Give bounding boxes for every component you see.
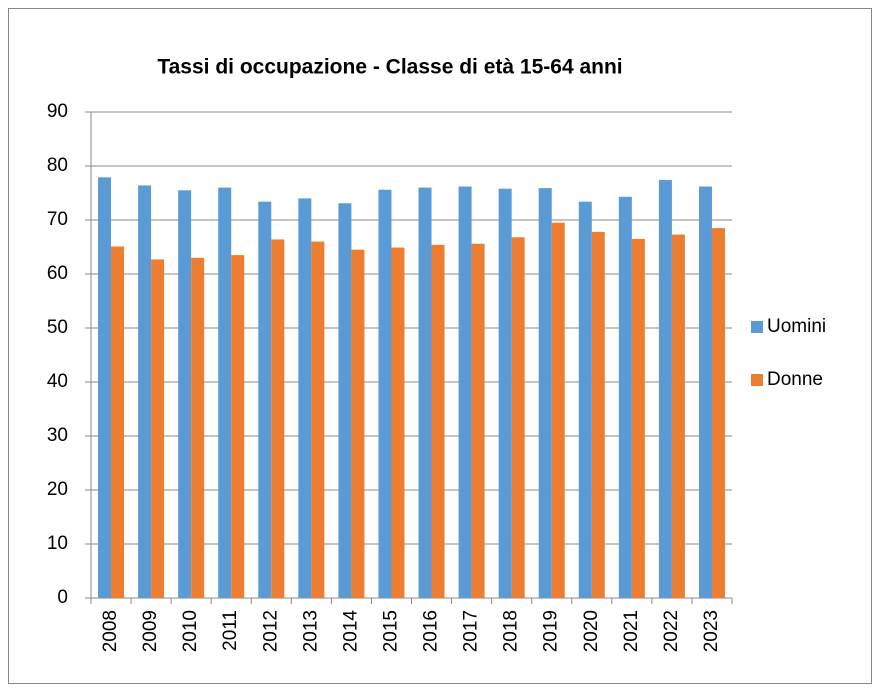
y-tick-label: 80 [47, 155, 68, 176]
bar [578, 201, 592, 598]
x-tick-label: 2023 [701, 610, 722, 652]
bar [311, 241, 325, 598]
bar [151, 259, 165, 598]
x-tick-label: 2014 [340, 610, 361, 653]
bar [338, 203, 352, 598]
x-tick-label: 2015 [380, 610, 401, 652]
y-tick-label: 70 [47, 209, 68, 230]
bar [111, 246, 125, 598]
x-tick-label: 2010 [180, 610, 201, 652]
bar [631, 238, 645, 598]
x-tick-label: 2009 [140, 610, 161, 652]
y-tick-label: 50 [47, 317, 68, 338]
bar [618, 196, 632, 598]
x-tick-label: 2018 [501, 610, 522, 652]
bar [698, 186, 712, 598]
bar [351, 249, 365, 598]
x-tick-label: 2008 [100, 610, 121, 652]
y-tick-label: 20 [47, 479, 68, 500]
bar [458, 186, 472, 598]
y-tick-label: 40 [47, 371, 68, 392]
bar [138, 185, 152, 598]
bar [511, 237, 525, 598]
bar [231, 255, 245, 598]
bar [431, 244, 445, 598]
bar [591, 231, 605, 598]
x-tick-label: 2016 [421, 610, 442, 652]
bar [98, 177, 112, 598]
bar [258, 201, 272, 598]
x-tick-label: 2013 [300, 610, 321, 652]
y-tick-label: 10 [47, 533, 68, 554]
bar [391, 247, 405, 599]
bar [378, 189, 392, 598]
x-tick-label: 2011 [220, 610, 241, 651]
y-tick-label: 0 [57, 587, 68, 608]
legend-swatch [751, 374, 763, 386]
x-tick-label: 2020 [581, 610, 602, 652]
legend-label: Uomini [767, 316, 826, 337]
y-tick-label: 90 [47, 101, 68, 122]
bar [551, 222, 565, 598]
bar [271, 239, 285, 598]
bar [418, 187, 432, 598]
legend-swatch [751, 321, 763, 333]
bar [218, 187, 232, 598]
legend-label: Donne [767, 369, 823, 390]
x-tick-label: 2019 [541, 610, 562, 652]
bar [191, 257, 205, 598]
bar [658, 180, 672, 599]
chart-title: Tassi di occupazione - Classe di età 15-… [157, 56, 622, 79]
bar [538, 188, 552, 598]
bar [178, 190, 192, 599]
x-tick-label: 2022 [661, 610, 682, 652]
bar [711, 228, 725, 598]
bar [671, 234, 685, 598]
y-tick-label: 60 [47, 263, 68, 284]
bar [298, 198, 312, 598]
bar [498, 188, 512, 598]
x-tick-label: 2021 [621, 610, 642, 652]
bar [471, 243, 485, 598]
x-tick-label: 2017 [461, 610, 482, 652]
y-tick-label: 30 [47, 425, 68, 446]
x-tick-label: 2012 [260, 610, 281, 652]
